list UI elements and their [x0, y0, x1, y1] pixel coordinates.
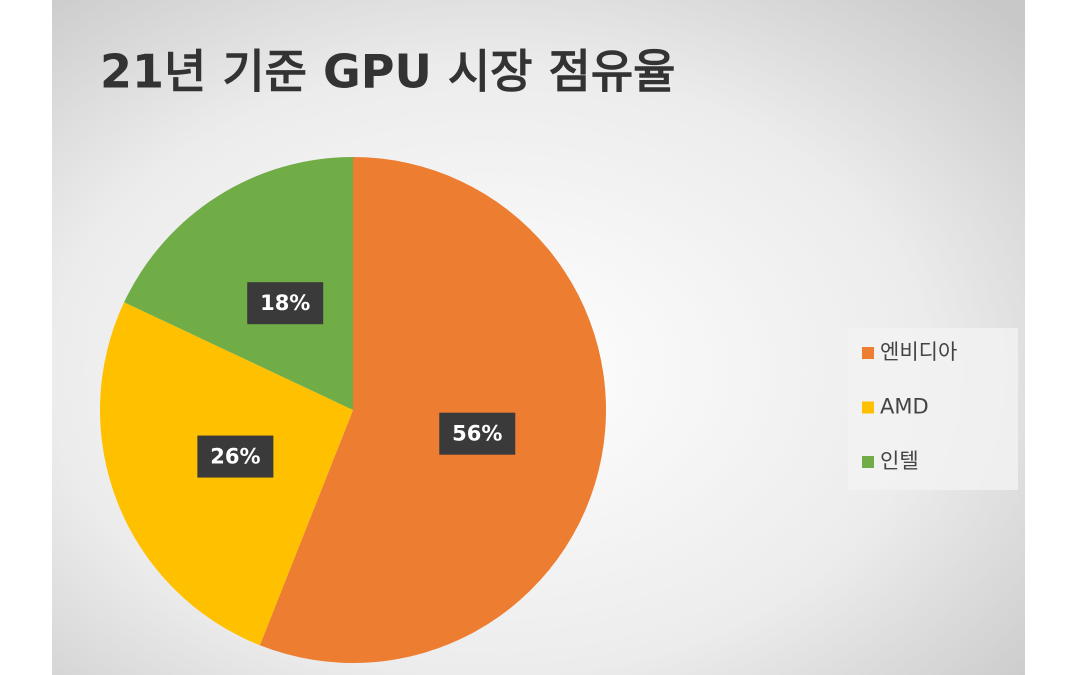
legend-label: 엔비디아	[880, 340, 957, 364]
chart-title: 21년 기준 GPU 시장 점유율	[100, 45, 675, 99]
legend-label: AMD	[880, 395, 929, 419]
data-label: 26%	[210, 445, 260, 469]
legend-box	[848, 328, 1018, 490]
data-label: 18%	[260, 291, 310, 315]
pie-slice	[124, 157, 353, 410]
data-label-box	[439, 412, 516, 455]
legend-swatch	[862, 456, 874, 468]
data-label-box	[197, 435, 274, 478]
legend-swatch	[862, 401, 874, 414]
legend-label: 인텔	[880, 449, 919, 473]
data-label: 56%	[452, 422, 502, 446]
data-label-box	[247, 282, 324, 325]
pie-slice	[259, 157, 606, 663]
legend-swatch	[862, 347, 874, 359]
